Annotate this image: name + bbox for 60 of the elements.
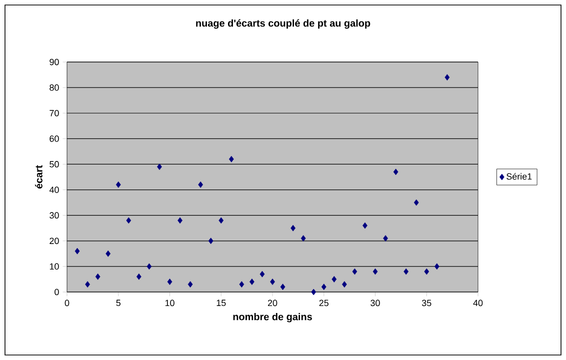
x-tick-label: 5: [116, 300, 120, 306]
y-tick-label: 30: [50, 212, 59, 219]
point: [239, 281, 244, 288]
point: [146, 263, 152, 270]
point: [106, 250, 111, 257]
point: [116, 181, 121, 188]
point: [178, 217, 182, 224]
point: [311, 288, 316, 296]
point: [218, 217, 224, 224]
point: [393, 168, 398, 176]
point: [362, 222, 368, 229]
point: [95, 273, 100, 280]
x-tick-label: 10: [165, 300, 174, 306]
point: [404, 268, 409, 275]
x-tick-label: 35: [422, 300, 432, 306]
x-tick-label: 30: [370, 300, 380, 306]
point: [434, 263, 440, 270]
legend-label: Série1: [506, 172, 532, 180]
point: [228, 156, 234, 162]
point: [167, 278, 172, 285]
y-axis-title: écart: [35, 165, 42, 189]
x-tick-label: 40: [473, 300, 483, 306]
point: [260, 270, 265, 278]
point: [424, 268, 430, 275]
point: [444, 74, 450, 81]
point: [300, 235, 306, 242]
y-tick-label: 0: [54, 288, 59, 296]
point: [188, 281, 193, 288]
point: [280, 284, 286, 290]
x-tick-label: 25: [319, 300, 328, 306]
y-tick-label: 90: [50, 58, 59, 66]
point: [85, 281, 90, 288]
chart-title: nuage d'écarts couplé de pt au galop: [196, 19, 370, 29]
y-tick-label: 60: [50, 135, 59, 142]
point: [250, 278, 254, 285]
x-axis-title: nombre de gains: [233, 312, 312, 322]
point: [383, 235, 388, 242]
point: [126, 217, 132, 224]
y-tick-label: 50: [50, 161, 59, 168]
y-tick-label: 10: [50, 263, 59, 270]
point: [208, 238, 214, 244]
point: [342, 281, 347, 288]
point: [74, 248, 80, 254]
x-tick-label: 20: [268, 300, 278, 306]
y-tick-label: 40: [49, 186, 59, 193]
point: [157, 164, 162, 170]
y-tick-label: 20: [50, 238, 59, 244]
point: [372, 268, 378, 275]
point: [352, 268, 358, 275]
y-tick-label: 80: [50, 84, 59, 91]
y-tick-label: 70: [50, 110, 59, 116]
point: [198, 181, 204, 188]
point: [290, 224, 296, 232]
point: [270, 278, 275, 285]
x-tick-label: 0: [64, 300, 70, 306]
point: [321, 284, 326, 290]
point: [136, 273, 142, 280]
point: [414, 199, 419, 206]
x-tick-label: 15: [216, 300, 226, 306]
point: [332, 276, 337, 282]
